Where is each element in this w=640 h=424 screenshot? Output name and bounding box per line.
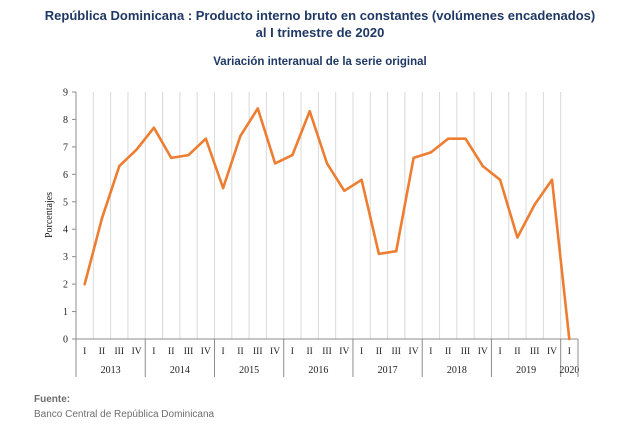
x-quarter-label: II (99, 347, 105, 357)
x-quarter-label: I (291, 347, 294, 357)
data-point (239, 134, 242, 138)
data-point (256, 107, 259, 110)
data-point (273, 162, 277, 165)
data-point (308, 110, 311, 113)
chart-title-line2: al I trimestre de 2020 (255, 25, 385, 40)
y-axis-label: Porcentajes (44, 192, 55, 238)
y-tick-label: 5 (63, 197, 68, 208)
x-quarter-label: IV (478, 347, 488, 357)
y-tick-label: 8 (63, 115, 68, 126)
data-point (395, 249, 398, 253)
y-axis-ticks: 0 1 2 3 4 5 6 7 8 9 (63, 88, 76, 346)
x-quarter-label: I (568, 347, 571, 357)
x-quarter-label: III (184, 347, 194, 357)
x-quarter-label: III (530, 347, 540, 357)
x-year-label: 2019 (516, 365, 536, 376)
source-label: Fuente: (34, 394, 71, 405)
y-tick-label: 6 (63, 170, 68, 181)
x-year-label: 2018 (447, 365, 467, 376)
x-year-label: 2016 (308, 365, 328, 376)
data-point (360, 178, 363, 182)
data-point (533, 203, 536, 206)
x-quarter-label: IV (201, 347, 211, 357)
data-point (481, 164, 484, 168)
x-quarter-label: I (222, 347, 225, 357)
data-point (135, 148, 138, 151)
x-quarter-label: IV (409, 347, 419, 357)
x-quarter-label: IV (339, 347, 349, 357)
x-quarter-label: II (307, 347, 313, 357)
x-quarter-label: I (83, 347, 86, 357)
x-quarter-label: IV (270, 347, 280, 357)
data-point (464, 137, 467, 140)
x-year-label: 2015 (239, 365, 259, 376)
x-quarter-label: III (461, 347, 471, 357)
x-quarter-label: III (115, 347, 125, 357)
x-year-label: 2013 (101, 365, 121, 376)
data-point (429, 151, 433, 154)
data-point (152, 126, 156, 129)
y-tick-label: 4 (63, 225, 68, 236)
y-tick-label: 3 (63, 252, 68, 263)
x-quarter-label: III (322, 347, 332, 357)
x-year-label: 2014 (170, 365, 190, 376)
y-tick-label: 7 (63, 142, 68, 153)
data-point (498, 178, 502, 182)
data-point (204, 137, 208, 140)
x-quarter-label: IV (547, 347, 557, 357)
chart-subtitle: Variación interanual de la serie origina… (213, 56, 427, 68)
x-year-label: 2017 (378, 365, 398, 376)
x-quarter-label: II (445, 347, 451, 357)
x-quarter-label: I (429, 347, 432, 357)
source-text: Banco Central de República Dominicana (34, 409, 215, 420)
x-quarter-label: II (376, 347, 382, 357)
data-point (412, 156, 415, 160)
x-quarter-label: I (499, 347, 502, 357)
vertical-gridlines (92, 92, 562, 339)
y-tick-label: 2 (63, 280, 68, 291)
data-point (343, 189, 346, 192)
data-point (170, 156, 173, 160)
y-tick-label: 9 (63, 88, 68, 99)
x-quarter-label: III (391, 347, 401, 357)
y-tick-label: 1 (63, 307, 68, 318)
data-point (291, 153, 294, 157)
x-quarter-label: I (360, 347, 363, 357)
data-point (516, 236, 519, 239)
x-axis-labels: I II III IV I II III IV I II III IV I II III IV I II III IV… (75, 339, 579, 377)
y-tick-label: 0 (63, 335, 68, 346)
series-line-group (83, 107, 571, 341)
x-quarter-label: III (253, 347, 263, 357)
data-point (187, 153, 190, 157)
x-quarter-label: IV (132, 347, 142, 357)
data-point (325, 162, 329, 165)
data-point (377, 252, 381, 256)
chart-axes (75, 92, 578, 340)
x-quarter-label: I (152, 347, 155, 357)
x-quarter-label: II (237, 347, 243, 357)
data-point (118, 164, 121, 168)
x-year-label: 2020 (559, 365, 579, 376)
data-point (221, 186, 225, 190)
data-point (100, 217, 104, 220)
x-quarter-label: II (514, 347, 520, 357)
data-point (568, 337, 571, 341)
series-line (83, 107, 571, 341)
data-point (550, 178, 554, 182)
x-quarter-label: II (168, 347, 174, 357)
data-point (446, 137, 450, 140)
chart-title: República Dominicana : Producto interno … (44, 8, 596, 23)
data-point (83, 282, 86, 286)
